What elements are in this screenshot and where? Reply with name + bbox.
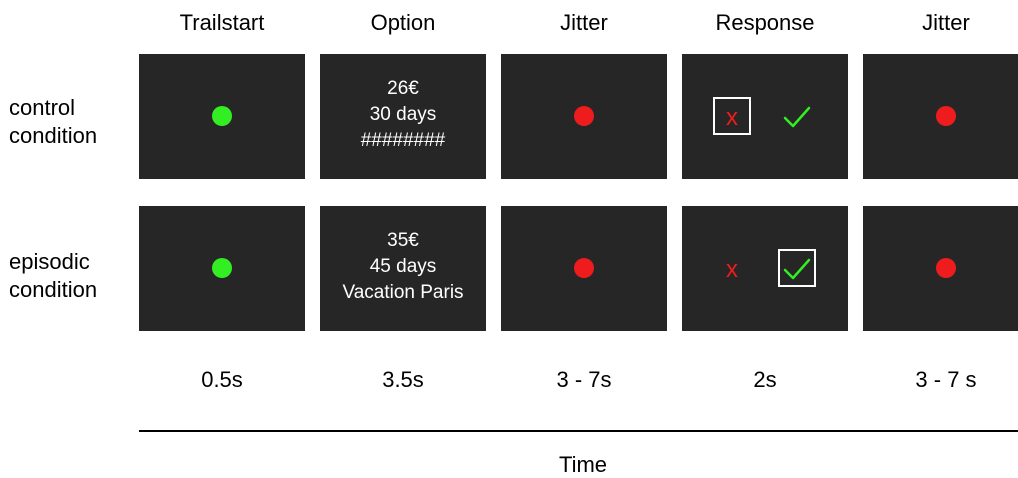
- control-trailstart-screen: [139, 54, 305, 179]
- control-option-text: 26€ 30 days ########: [320, 76, 486, 154]
- selection-box-icon: [713, 97, 751, 135]
- column-header-jitter-1: Jitter: [560, 10, 608, 35]
- red-fixation-dot-icon: [574, 258, 594, 278]
- column-header-trailstart: Trailstart: [179, 10, 265, 35]
- red-fixation-dot-icon: [936, 106, 956, 126]
- control-response-screen: x: [682, 54, 848, 179]
- row-label-episodic-line1: episodic: [9, 249, 90, 274]
- episodic-option-text: 35€ 45 days Vacation Paris: [320, 228, 486, 306]
- episodic-jitter-screen-2: [863, 206, 1018, 331]
- episodic-response-screen: x: [682, 206, 848, 331]
- column-header-response: Response: [715, 10, 815, 35]
- green-fixation-dot-icon: [212, 106, 232, 126]
- red-fixation-dot-icon: [936, 258, 956, 278]
- duration-option: 3.5s: [382, 367, 424, 392]
- episodic-option-screen: 35€ 45 days Vacation Paris: [320, 206, 486, 331]
- control-option-delay: 30 days: [369, 104, 437, 125]
- control-option-screen: 26€ 30 days ########: [320, 54, 486, 179]
- row-label-control: control condition: [9, 94, 97, 150]
- checkmark-icon: [783, 258, 811, 280]
- duration-jitter-1: 3 - 7s: [556, 367, 612, 392]
- row-label-episodic-line2: condition: [9, 277, 98, 302]
- selection-box-icon: [778, 249, 816, 287]
- duration-response: 2s: [753, 367, 777, 392]
- control-jitter-screen-2: [863, 54, 1018, 179]
- row-label-control-line2: condition: [9, 123, 98, 148]
- duration-jitter-2: 3 - 7 s: [915, 367, 977, 392]
- column-header-option: Option: [370, 10, 436, 35]
- control-option-cue: ########: [360, 130, 446, 151]
- checkmark-icon: [783, 106, 811, 128]
- green-fixation-dot-icon: [212, 258, 232, 278]
- episodic-option-amount: 35€: [387, 230, 419, 251]
- control-option-amount: 26€: [387, 78, 419, 99]
- episodic-jitter-screen-1: [501, 206, 667, 331]
- red-fixation-dot-icon: [574, 106, 594, 126]
- time-axis-line: [139, 430, 1018, 432]
- duration-trailstart: 0.5s: [201, 367, 243, 392]
- episodic-option-cue: Vacation Paris: [342, 282, 464, 303]
- reject-x-mark: x: [726, 256, 738, 283]
- reject-x-mark: x: [726, 104, 738, 131]
- row-label-control-line1: control: [9, 95, 76, 120]
- column-header-jitter-2: Jitter: [922, 10, 970, 35]
- time-axis-label: Time: [558, 452, 608, 477]
- episodic-option-delay: 45 days: [369, 256, 437, 277]
- control-jitter-screen-1: [501, 54, 667, 179]
- episodic-trailstart-screen: [139, 206, 305, 331]
- row-label-episodic: episodic condition: [9, 248, 97, 304]
